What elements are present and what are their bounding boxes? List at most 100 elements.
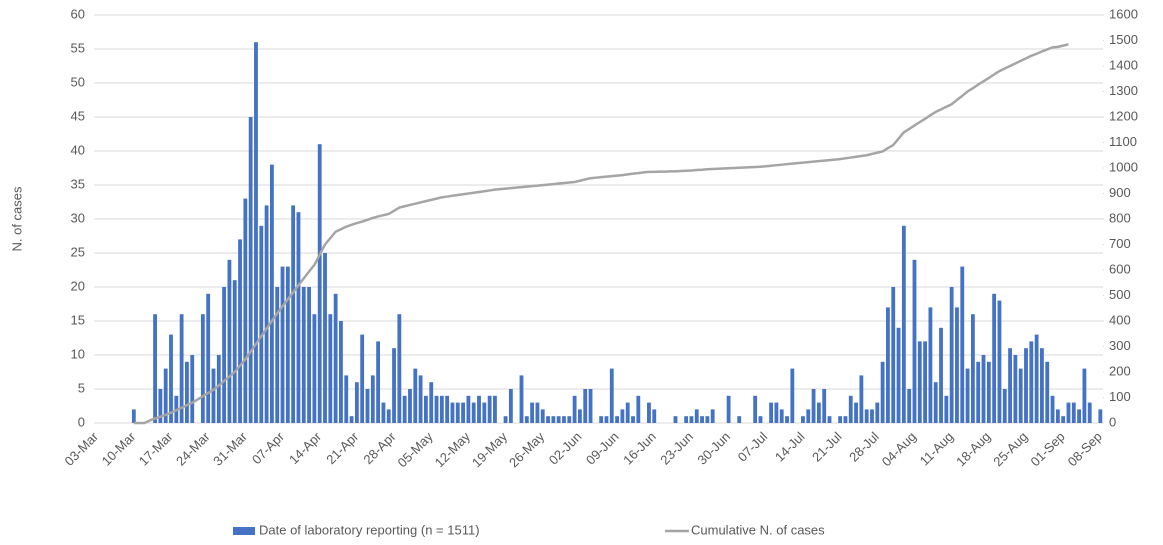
y-axis-label: N. of cases bbox=[9, 186, 24, 252]
bar bbox=[912, 259, 917, 423]
bar bbox=[578, 409, 582, 423]
bar bbox=[955, 307, 959, 423]
bar bbox=[599, 416, 604, 423]
bar bbox=[673, 416, 678, 423]
bar bbox=[583, 389, 588, 423]
bar bbox=[1013, 355, 1018, 423]
bar bbox=[280, 266, 285, 423]
y-tick-label: 25 bbox=[71, 244, 85, 259]
bar bbox=[540, 409, 545, 423]
y-tick-label: 0 bbox=[78, 414, 85, 429]
bar bbox=[870, 409, 874, 423]
bar bbox=[291, 205, 296, 423]
bar bbox=[370, 375, 375, 423]
bar bbox=[333, 293, 338, 423]
bar bbox=[1002, 389, 1007, 423]
bar bbox=[227, 259, 232, 423]
bar bbox=[312, 314, 317, 423]
bar bbox=[631, 416, 635, 423]
bar bbox=[445, 395, 450, 423]
x-tick-label: 17-Mar bbox=[136, 428, 176, 468]
bar bbox=[439, 395, 444, 423]
bar bbox=[434, 395, 439, 423]
x-tick-label: 09-Jun bbox=[583, 429, 622, 468]
y2-tick-label: 0 bbox=[1109, 414, 1116, 429]
bar bbox=[907, 389, 912, 423]
bar bbox=[827, 416, 832, 423]
x-tick-label: 30-Jun bbox=[694, 429, 733, 468]
bar bbox=[1008, 348, 1012, 423]
bar bbox=[970, 314, 975, 423]
bar bbox=[933, 382, 938, 423]
y2-tick-label: 1000 bbox=[1109, 159, 1138, 174]
bar bbox=[455, 402, 460, 423]
bar bbox=[158, 389, 163, 423]
bar bbox=[965, 368, 970, 423]
bar bbox=[402, 395, 407, 423]
bar bbox=[705, 416, 710, 423]
bar bbox=[254, 42, 258, 423]
bar bbox=[625, 402, 630, 423]
bar bbox=[1087, 402, 1092, 423]
bar bbox=[301, 287, 306, 423]
bar bbox=[901, 225, 906, 423]
y-tick-label: 45 bbox=[71, 108, 85, 123]
bar bbox=[1077, 409, 1082, 423]
bar bbox=[636, 395, 641, 423]
bar bbox=[519, 375, 524, 423]
bar bbox=[1034, 334, 1039, 423]
bar bbox=[232, 280, 237, 423]
bar bbox=[981, 355, 986, 423]
bar bbox=[323, 253, 327, 423]
bar bbox=[466, 395, 471, 423]
bar bbox=[710, 409, 715, 423]
bar bbox=[408, 389, 412, 423]
bar bbox=[886, 307, 890, 423]
bar bbox=[1098, 409, 1103, 423]
bar bbox=[801, 416, 805, 423]
bar bbox=[365, 389, 370, 423]
bar bbox=[917, 341, 922, 423]
y-tick-label: 15 bbox=[71, 312, 85, 327]
bar bbox=[493, 395, 497, 423]
bar bbox=[179, 314, 184, 423]
bar bbox=[392, 348, 396, 423]
y2-tick-label: 200 bbox=[1109, 363, 1131, 378]
bar bbox=[848, 395, 853, 423]
bar bbox=[546, 416, 550, 423]
line bbox=[133, 43, 1069, 425]
bar bbox=[806, 409, 811, 423]
bar bbox=[450, 402, 455, 423]
bar bbox=[758, 416, 763, 423]
y-tick-label: 10 bbox=[71, 346, 85, 361]
bar bbox=[238, 239, 242, 423]
bar bbox=[296, 212, 301, 423]
x-tick-label: 07-Jul bbox=[735, 429, 771, 465]
bar bbox=[508, 389, 513, 423]
y-tick-label: 60 bbox=[71, 6, 85, 21]
x-tick-label: 14-Apr bbox=[286, 428, 325, 467]
x-tick-label: 21-Apr bbox=[323, 428, 362, 467]
bar bbox=[976, 361, 981, 423]
y2-tick-label: 300 bbox=[1109, 338, 1131, 353]
y-tick-label: 35 bbox=[71, 176, 85, 191]
bar bbox=[694, 409, 699, 423]
bar bbox=[854, 402, 858, 423]
bar bbox=[816, 402, 821, 423]
x-tick-label: 11-Aug bbox=[917, 429, 957, 469]
bar bbox=[923, 341, 928, 423]
x-tick-label: 05-May bbox=[395, 429, 437, 471]
x-tick-label: 23-Jun bbox=[657, 429, 696, 468]
bar bbox=[928, 307, 933, 423]
x-tick-label: 18-Aug bbox=[953, 429, 993, 469]
bar bbox=[461, 402, 465, 423]
bar bbox=[317, 144, 322, 423]
y2-tick-label: 400 bbox=[1109, 312, 1131, 327]
bar bbox=[790, 368, 795, 423]
bar bbox=[482, 402, 487, 423]
bar bbox=[939, 327, 943, 423]
bar bbox=[200, 314, 205, 423]
bar bbox=[269, 164, 274, 423]
bar bbox=[163, 368, 168, 423]
bar bbox=[1071, 402, 1076, 423]
